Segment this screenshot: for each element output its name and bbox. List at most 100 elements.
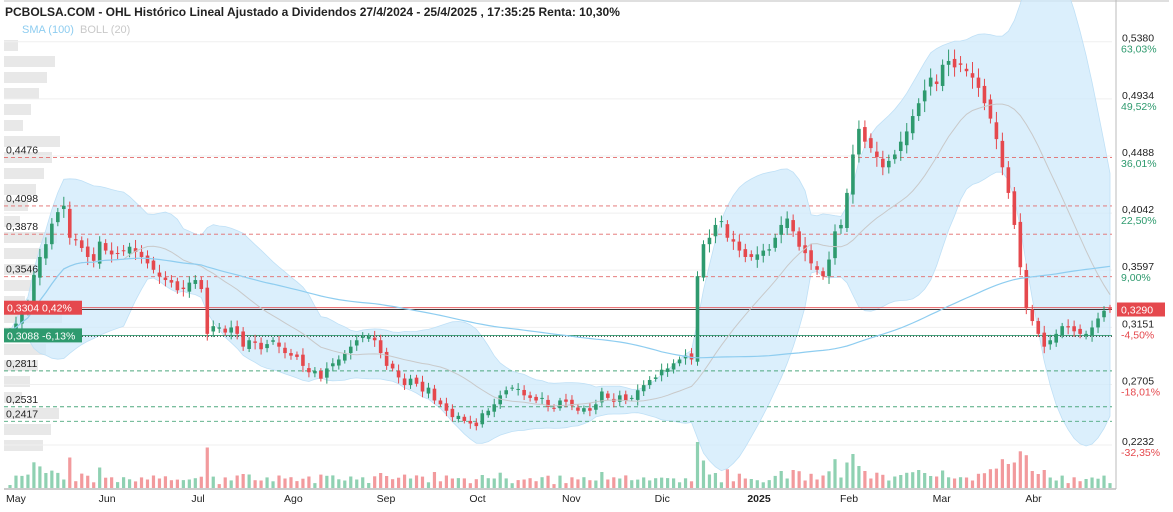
- x-tick-label: May: [6, 493, 27, 505]
- volume-bar: [462, 478, 466, 488]
- volume-bar: [480, 475, 484, 488]
- volume-bar: [755, 480, 759, 488]
- volume-bar: [731, 481, 735, 488]
- x-tick-label: Feb: [840, 493, 858, 505]
- volume-bar: [414, 475, 419, 488]
- candle-body: [456, 415, 461, 420]
- volume-bar: [38, 466, 42, 488]
- volume-bar: [235, 475, 239, 488]
- volume-bar: [44, 473, 48, 488]
- candle-body: [713, 224, 718, 237]
- volume-bar: [468, 483, 472, 488]
- volume-profile-bar: [4, 376, 30, 387]
- x-tick-label: Jun: [99, 493, 116, 505]
- candle-body: [1036, 321, 1041, 334]
- volume-bar: [946, 477, 951, 488]
- y-tick-percent: 49,52%: [1121, 101, 1157, 113]
- candle-body: [887, 160, 891, 168]
- candle-body: [964, 68, 969, 72]
- volume-bar: [1072, 477, 1076, 488]
- y-tick-percent: 36,01%: [1121, 158, 1157, 170]
- candle-body: [940, 64, 945, 86]
- volume-bar: [958, 477, 963, 488]
- candle-body: [313, 371, 317, 374]
- candle-body: [1000, 140, 1005, 168]
- volume-bar: [594, 480, 598, 488]
- volume-bar: [988, 469, 993, 488]
- candle-body: [384, 351, 389, 366]
- volume-bar: [899, 475, 903, 488]
- x-axis: May Jun Jul Ago Sep Oct Nov Dic 2025 Feb Mar Abr: [4, 488, 1116, 505]
- volume-bar: [779, 471, 783, 488]
- volume-profile-bar: [4, 168, 44, 179]
- volume-bar: [325, 475, 329, 488]
- volume-bar: [373, 476, 377, 488]
- volume-bar: [86, 475, 90, 488]
- volume-bar: [62, 479, 66, 488]
- volume-bar: [104, 477, 108, 488]
- candle-body: [875, 151, 879, 158]
- candle-body: [163, 277, 168, 281]
- candle-body: [259, 342, 263, 350]
- candle-body: [133, 248, 138, 252]
- candle-body: [821, 271, 825, 277]
- candle-body: [157, 272, 162, 277]
- candle-body: [73, 239, 78, 241]
- volume-bar: [1090, 477, 1094, 488]
- volume-bar: [737, 473, 741, 488]
- candle-body: [360, 336, 365, 338]
- volume-bar: [666, 478, 670, 488]
- volume-bar: [229, 480, 233, 488]
- x-tick-label: 2025: [747, 493, 771, 505]
- candle-body: [797, 231, 801, 247]
- candle-body: [378, 340, 383, 354]
- volume-bar: [1024, 455, 1028, 488]
- volume-bar: [355, 479, 359, 488]
- candle-body: [97, 241, 102, 264]
- candle-body: [916, 103, 921, 117]
- volume-bar: [1000, 459, 1004, 488]
- volume-bar: [444, 475, 449, 488]
- volume-bar: [642, 477, 646, 488]
- volume-bar: [193, 478, 197, 488]
- candle-body: [432, 388, 437, 401]
- candle-body: [38, 256, 42, 278]
- candle-body: [617, 395, 622, 402]
- volume-bar: [56, 472, 60, 488]
- volume-bar: [145, 479, 150, 488]
- volume-bar: [767, 480, 771, 488]
- volume-bar: [654, 478, 658, 488]
- candle-body: [468, 420, 473, 424]
- volume-bar: [277, 475, 281, 488]
- candle-body: [420, 381, 425, 392]
- candle-body: [109, 250, 114, 255]
- volume-bar: [546, 475, 550, 488]
- volume-bar: [32, 462, 36, 488]
- volume-bar: [857, 466, 861, 488]
- candle-body: [773, 237, 778, 248]
- y-tick-label: 0,3597: [1122, 261, 1154, 273]
- candle-body: [845, 192, 849, 228]
- candle-body: [659, 369, 664, 376]
- boll-indicator-label[interactable]: BOLL (20): [80, 24, 130, 36]
- candle-body: [600, 391, 604, 403]
- candle-body: [785, 218, 789, 228]
- volume-bar: [1006, 464, 1010, 488]
- candle-body: [223, 328, 228, 333]
- candle-body: [414, 377, 419, 384]
- volume-bar: [1108, 483, 1112, 488]
- volume-bar: [265, 477, 269, 488]
- candle-body: [103, 243, 108, 251]
- volume-bar: [749, 479, 753, 488]
- volume-bar: [289, 477, 293, 488]
- volume-profile-bar: [4, 136, 60, 147]
- candle-body: [922, 90, 927, 102]
- sma-indicator-label[interactable]: SMA (100): [22, 24, 74, 36]
- candle-body: [809, 250, 813, 264]
- y-tick-percent: 9,00%: [1121, 272, 1151, 284]
- candle-body: [898, 141, 903, 152]
- candle-body: [492, 404, 497, 412]
- level-label: 0,3546: [6, 264, 38, 276]
- candle-body: [582, 408, 586, 412]
- candle-body: [1012, 191, 1017, 225]
